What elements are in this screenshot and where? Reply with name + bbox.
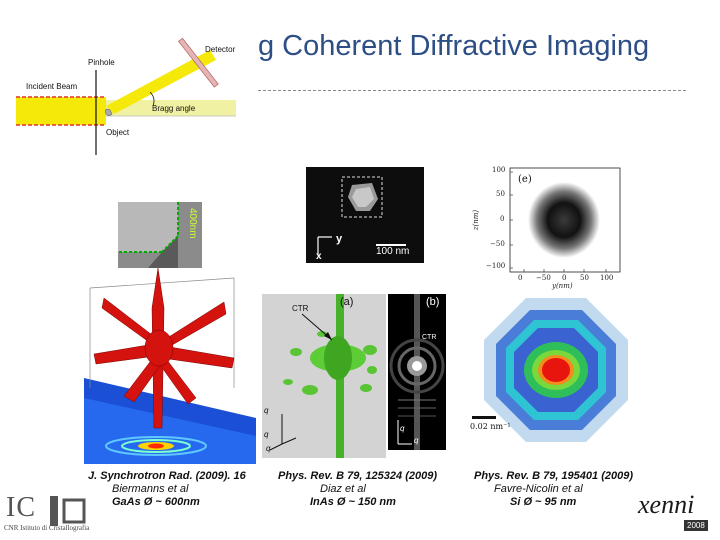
ytick-1: 50 [496, 190, 505, 198]
citation-material-3: Si Ø ~ 95 nm [510, 496, 577, 508]
plot-xlabel: y(nm) [552, 282, 573, 290]
object-label: Object [106, 128, 130, 137]
detector-shape [178, 37, 219, 88]
ic-logo-text: IC [6, 492, 36, 523]
pinhole-label: Pinhole [88, 58, 115, 67]
diffracted-beam-shape [106, 50, 216, 114]
ic-logo: IC CNR Istituto di Cristallografia [2, 490, 122, 536]
plot-ylabel: z(nm) [472, 209, 481, 231]
detector-label: Detector [205, 45, 236, 54]
plot-label-e: (e) [518, 174, 532, 185]
ytick-0: 100 [492, 166, 506, 174]
xenni-logo: xenni 2008 [634, 486, 718, 538]
label-a: (a) [340, 296, 354, 308]
axis-y-label: y [336, 233, 343, 245]
citation-material-1: GaAs Ø ~ 600nm [112, 496, 200, 508]
bragg-diagram: Detector Pinhole Incident Beam Bragg ang… [10, 30, 250, 155]
axis-qx-diff: q [414, 436, 419, 445]
xenni-logo-sub: 2008 [684, 520, 708, 531]
sem-image-middle: y x 100 nm [306, 167, 424, 263]
xtick-0: 0 [518, 274, 523, 282]
ctr-label-a: CTR [292, 304, 309, 313]
xtick-1: −50 [536, 274, 551, 282]
axis-qx-label: q [266, 444, 271, 453]
ytick-3: −50 [490, 240, 505, 248]
xtick-2: 0 [562, 274, 567, 282]
citation-material-2: InAs Ø ~ 150 nm [310, 496, 396, 508]
title-divider [258, 90, 686, 91]
citation-authors-3: Favre-Nicolin et al [494, 483, 583, 495]
reciprocal-map-3d [84, 268, 256, 464]
slide-title: g Coherent Diffractive Imaging [258, 30, 650, 62]
right-diff-scale: 0.02 nm⁻¹ [470, 422, 511, 431]
xtick-3: 50 [580, 274, 589, 282]
bragg-diagram-svg [16, 37, 236, 155]
axis-qy-diff: q [400, 424, 405, 433]
sem-image-left: 400nm [118, 202, 202, 268]
ytick-2: 0 [500, 215, 505, 223]
citation-ref-1: J. Synchrotron Rad. (2009). 16 [88, 470, 246, 482]
xenni-logo-text: xenni [638, 490, 695, 519]
diffraction-pattern-middle: (b) CTR q q [388, 294, 446, 450]
label-b: (b) [426, 296, 440, 308]
citation-authors-1: Biermanns et al [112, 483, 189, 495]
isosurface-green: (a) CTR q q q [262, 294, 386, 458]
citation-ref-3: Phys. Rev. B 79, 195401 (2009) [474, 470, 633, 482]
ic-logo-sub: CNR Istituto di Cristallografia [4, 524, 90, 532]
incident-beam-label: Incident Beam [26, 82, 78, 91]
ctr-label-b: CTR [422, 334, 437, 341]
xtick-4: 100 [600, 274, 614, 282]
axis-x-label: x [316, 251, 322, 262]
diffraction-pattern-right: 0.02 nm⁻¹ [466, 298, 644, 442]
axis-qz-label: q [264, 406, 269, 415]
citation-ref-2: Phys. Rev. B 79, 125324 (2009) [278, 470, 437, 482]
ytick-4: −100 [486, 262, 506, 270]
reconstruction-plot: (e) 100 50 0 −50 −100 z(nm) 0 −50 0 50 1… [472, 162, 628, 292]
axis-qy-label: q [264, 430, 269, 439]
object-shape [105, 108, 113, 116]
bragg-angle-label: Bragg angle [152, 104, 196, 113]
incident-beam-shape [16, 97, 106, 125]
sem-scale-label: 400nm [187, 208, 198, 239]
ic-logo-mark [50, 496, 86, 526]
citation-authors-2: Diaz et al [320, 483, 366, 495]
sem-middle-scale: 100 nm [376, 246, 410, 257]
